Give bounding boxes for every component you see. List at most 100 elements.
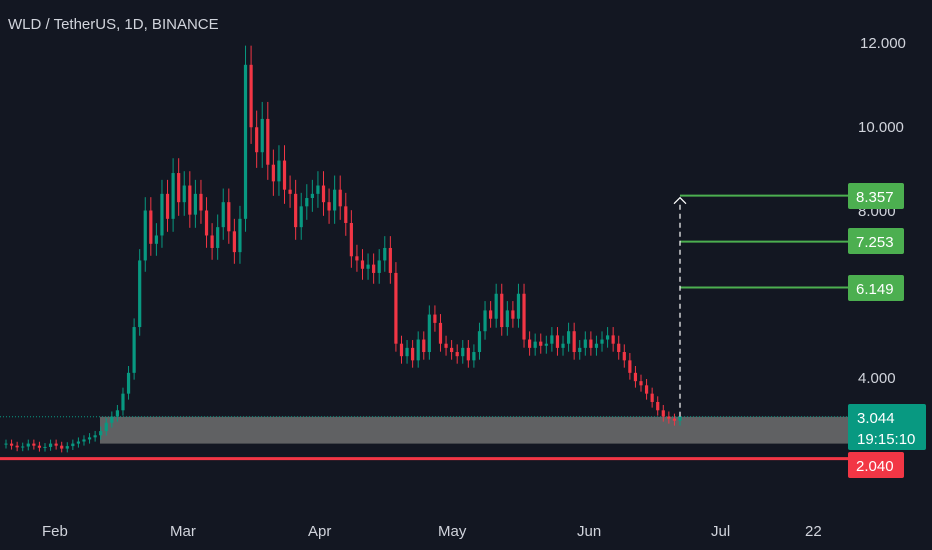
candle-body (43, 446, 47, 448)
candle (182, 171, 186, 216)
x-axis: Feb Mar Apr May Jun Jul 22 (42, 523, 822, 540)
candle-body (271, 164, 275, 182)
candle-body (372, 264, 376, 273)
candle-body (321, 185, 326, 203)
candle (48, 439, 53, 451)
candle-body (667, 416, 671, 419)
support-badge-label: 2.040 (856, 458, 894, 475)
x-tick-label: Feb (42, 523, 68, 540)
candle (594, 335, 599, 356)
candle-body (650, 393, 654, 402)
support-zone (100, 416, 848, 444)
candle (433, 305, 437, 332)
candle (232, 218, 236, 264)
candle (104, 417, 108, 436)
candle (505, 301, 509, 336)
candle (466, 340, 470, 368)
candle (221, 188, 225, 240)
candle-body (605, 335, 610, 340)
candle-body (477, 331, 482, 353)
candle-body (87, 437, 92, 440)
candle-body (210, 235, 214, 248)
candle (550, 327, 554, 352)
x-tick-label: Mar (170, 523, 196, 540)
candle-body (26, 443, 30, 447)
target-badge-1 (848, 183, 904, 209)
candle-body (461, 347, 465, 357)
candle-body (450, 347, 454, 353)
candle (32, 439, 36, 450)
candle (238, 205, 242, 264)
candle (21, 442, 25, 452)
candle (450, 340, 454, 360)
candles-layer (4, 45, 682, 453)
candle-body (255, 127, 259, 153)
candle-body (678, 416, 682, 421)
candle-body (327, 202, 331, 211)
candle-body (522, 293, 526, 340)
candle-body (132, 327, 136, 373)
candle (333, 175, 337, 224)
candle-body (594, 343, 599, 348)
candle-body (305, 198, 309, 207)
candle (193, 179, 197, 228)
candle-body (37, 445, 42, 448)
candle-body (589, 339, 593, 348)
candle-body (21, 446, 25, 448)
candle (500, 283, 504, 336)
candle-body (572, 331, 576, 353)
candle (216, 214, 220, 260)
y-axis: 12.000 10.000 8.000 4.000 (858, 35, 906, 387)
candle-body (399, 343, 404, 357)
candle (561, 335, 565, 356)
candle-body (366, 264, 370, 269)
candle (93, 430, 97, 442)
candle (394, 262, 398, 352)
candle (349, 210, 353, 268)
candle-body (216, 227, 220, 248)
candle (121, 387, 125, 416)
candle (288, 175, 292, 208)
candle-body (138, 260, 142, 328)
candle (617, 335, 621, 360)
candle (544, 335, 548, 354)
candle-body (583, 339, 587, 348)
candle (266, 101, 270, 180)
arrow-head (673, 196, 687, 205)
candle (316, 171, 320, 208)
candle (639, 374, 643, 392)
candle (566, 322, 571, 352)
candle (110, 411, 114, 428)
y-tick-label: 12.000 (860, 35, 906, 52)
candle (204, 197, 209, 248)
candle (605, 327, 610, 348)
support-badge (848, 452, 904, 478)
candle-body (182, 185, 186, 203)
candle-body (422, 339, 426, 353)
candle (360, 249, 365, 280)
candle-body (48, 443, 53, 447)
candle-body (561, 343, 565, 348)
candle (494, 283, 498, 328)
candle-body (427, 314, 431, 353)
candle-body (82, 439, 86, 442)
candle-body (355, 256, 359, 261)
candle-body (54, 443, 58, 446)
current-price-badge (848, 404, 926, 450)
countdown-label: 19:15:10 (857, 431, 915, 448)
candle (372, 253, 376, 284)
candle-body (227, 202, 231, 232)
candle (650, 387, 654, 408)
candle (355, 244, 359, 272)
candle-body (511, 310, 515, 319)
candle (600, 331, 604, 352)
candle-body (154, 235, 158, 244)
candle (87, 433, 92, 444)
candle (422, 331, 426, 360)
support-zone-layer (0, 416, 848, 461)
candle-body (288, 189, 292, 194)
candle-body (533, 341, 537, 348)
candle (43, 443, 47, 452)
target-badge-2-label: 7.253 (856, 234, 894, 251)
